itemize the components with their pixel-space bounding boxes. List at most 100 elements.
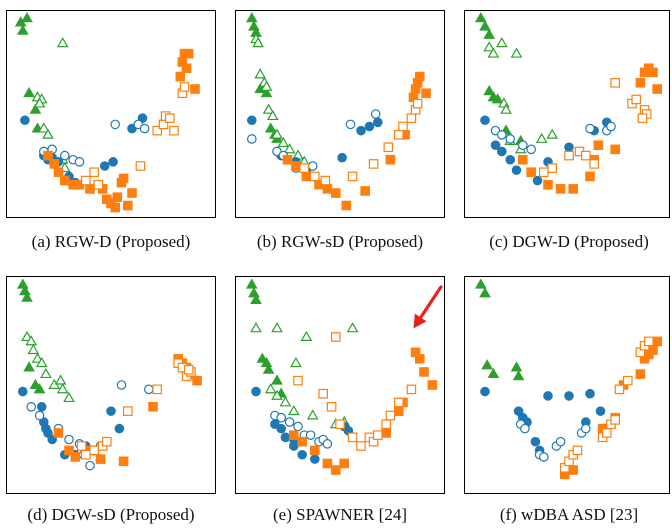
point-orange-square-hollow <box>610 415 620 425</box>
point-green-triangle-filled <box>245 12 258 23</box>
point-green-triangle-hollow <box>56 37 69 48</box>
panel-e <box>235 276 445 494</box>
point-green-triangle-hollow <box>487 47 500 58</box>
point-green-triangle-hollow <box>271 389 283 400</box>
panel-f <box>464 276 672 494</box>
point-green-triangle-filled <box>271 374 283 385</box>
point-orange-square-filled <box>415 354 425 364</box>
point-green-triangle-filled <box>29 378 42 389</box>
point-blue-circle-hollow <box>276 412 286 423</box>
point-orange-square-filled <box>282 154 293 165</box>
point-orange-square-filled <box>526 167 536 178</box>
point-orange-square-filled <box>648 345 658 355</box>
point-orange-square-hollow <box>330 332 341 342</box>
panel-b <box>235 10 445 218</box>
caption-e: (e) SPAWNER [24] <box>273 505 407 524</box>
point-orange-square-filled <box>95 454 106 464</box>
point-orange-square-filled <box>568 465 578 475</box>
point-blue-circle-filled <box>480 115 490 126</box>
point-blue-circle-hollow <box>139 123 150 134</box>
point-blue-circle-filled <box>43 428 53 438</box>
point-orange-square-filled <box>70 452 81 462</box>
panel-a <box>6 10 216 218</box>
scatter-plot <box>464 276 670 494</box>
point-orange-square-hollow <box>347 171 358 182</box>
point-orange-square-hollow <box>385 410 396 421</box>
point-orange-square-hollow <box>299 163 310 173</box>
point-green-triangle-filled <box>264 122 277 133</box>
point-orange-square-filled <box>288 430 299 440</box>
point-green-triangle-filled <box>479 287 491 298</box>
point-blue-circle-filled <box>246 115 257 126</box>
point-blue-circle-hollow <box>307 161 318 171</box>
point-orange-square-filled <box>635 77 646 88</box>
point-orange-square-hollow <box>356 441 366 451</box>
point-blue-circle-hollow <box>517 140 528 150</box>
point-green-triangle-hollow <box>56 383 69 394</box>
point-green-triangle-hollow <box>283 143 296 154</box>
point-orange-square-filled <box>118 456 129 467</box>
point-orange-square-hollow <box>309 171 320 182</box>
point-orange-square-hollow <box>101 436 112 447</box>
point-orange-square-filled <box>648 67 658 78</box>
point-orange-square-hollow <box>326 401 337 412</box>
point-green-triangle-hollow <box>290 356 302 368</box>
point-orange-square-hollow <box>398 121 408 132</box>
point-orange-square-filled <box>339 458 349 469</box>
point-blue-circle-hollow <box>59 150 70 161</box>
point-orange-square-hollow <box>335 419 345 430</box>
point-orange-square-hollow <box>165 113 175 123</box>
point-orange-square-hollow <box>89 445 99 456</box>
point-orange-square-hollow <box>89 167 99 178</box>
point-green-triangle-filled <box>474 12 487 23</box>
point-orange-square-hollow <box>637 113 648 123</box>
point-orange-square-filled <box>568 184 578 194</box>
point-green-triangle-hollow <box>300 330 313 342</box>
point-blue-circle-hollow <box>505 134 515 144</box>
point-blue-circle-filled <box>310 454 320 464</box>
scatter-plot <box>464 10 670 218</box>
point-green-triangle-filled <box>512 370 525 381</box>
point-green-triangle-filled <box>510 361 523 372</box>
point-blue-circle-hollow <box>370 109 381 119</box>
point-blue-circle-hollow <box>496 130 507 140</box>
point-orange-square-hollow <box>373 430 383 440</box>
point-green-triangle-hollow <box>27 343 40 355</box>
point-blue-circle-filled <box>480 386 490 397</box>
point-orange-square-filled <box>183 48 194 59</box>
caption-f: (f) wDBA ASD [23] <box>499 505 639 524</box>
point-orange-square-filled <box>43 150 53 161</box>
point-green-triangle-filled <box>260 86 273 98</box>
point-blue-circle-filled <box>496 146 507 157</box>
point-blue-circle-hollow <box>64 434 74 445</box>
point-blue-circle-filled <box>114 423 125 434</box>
point-orange-square-filled <box>49 159 60 169</box>
point-orange-square-filled <box>85 184 95 194</box>
point-blue-circle-hollow <box>85 460 95 471</box>
point-green-triangle-hollow <box>271 322 283 333</box>
point-orange-square-hollow <box>381 419 391 430</box>
point-orange-square-hollow <box>631 94 641 105</box>
point-blue-circle-filled <box>337 152 347 163</box>
point-orange-square-hollow <box>383 142 394 153</box>
point-blue-circle-hollow <box>555 436 566 447</box>
point-blue-circle-hollow <box>110 119 120 130</box>
point-blue-circle-filled <box>276 423 286 434</box>
point-blue-circle-hollow <box>526 144 536 155</box>
point-blue-circle-filled <box>511 165 522 175</box>
point-green-triangle-hollow <box>483 41 496 52</box>
point-blue-circle-filled <box>108 157 118 167</box>
scatter-plot <box>6 10 216 218</box>
point-green-triangle-hollow <box>306 409 319 420</box>
point-blue-circle-hollow <box>539 452 549 462</box>
point-green-triangle-hollow <box>37 122 50 133</box>
plot-frame <box>6 10 216 218</box>
point-orange-square-hollow <box>572 445 583 456</box>
point-green-triangle-hollow <box>535 132 548 143</box>
point-orange-square-hollow <box>406 113 417 123</box>
point-green-triangle-hollow <box>262 103 275 114</box>
point-green-triangle-hollow <box>279 396 292 407</box>
point-green-triangle-hollow <box>264 383 277 394</box>
point-green-triangle-filled <box>483 28 496 39</box>
